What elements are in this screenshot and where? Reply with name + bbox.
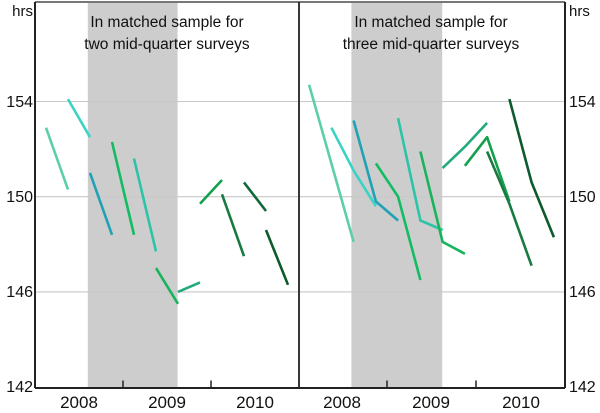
cohort-2010-Feb-line: [220, 193, 246, 257]
cohort-2009-Aug-line: [441, 122, 489, 170]
x-label-2010-right: 2010: [502, 393, 540, 412]
panel-left-two-surveys: [36, 3, 298, 387]
cohort-2010-Feb-line: [485, 150, 533, 267]
y-tick-label-150-left: 150: [6, 189, 33, 206]
cohort-2010-May-line: [508, 98, 556, 238]
x-label-2009-right: 2009: [412, 393, 450, 412]
cohort-2009-Feb-line: [396, 117, 444, 232]
cohort-2009-May-line: [154, 267, 180, 305]
cohort-2010-May-line: [242, 181, 268, 212]
y-tick-label-142-left: 142: [6, 379, 33, 396]
panel-left-title-line2: two mid-quarter surveys: [84, 36, 250, 53]
x-label-2009-left: 2009: [148, 393, 186, 412]
cohort-2008-Feb-line: [307, 84, 355, 243]
panel-right-title-line1: In matched sample for: [354, 14, 507, 31]
y-tick-label-150-right: 150: [569, 189, 596, 206]
cohort-2008-May-line: [330, 127, 378, 207]
y-tick-label-146-right: 146: [569, 284, 596, 301]
x-label-2008-right: 2008: [323, 393, 361, 412]
cohort-2009-Feb-line: [132, 158, 158, 252]
cohort-2009-Nov-line: [199, 179, 223, 205]
y-tick-label-146-left: 146: [6, 284, 33, 301]
cohort-2008-Aug-line: [88, 172, 114, 236]
panel-titles: In matched sample for two mid-quarter su…: [84, 14, 519, 53]
panel-right-three-surveys: [299, 3, 564, 387]
y-axis-right-labels: hrs 154 150 146 142: [569, 3, 596, 396]
y-tick-label-142-right: 142: [569, 379, 596, 396]
cohort-2009-Aug-line: [177, 281, 201, 294]
x-axis-labels: 2008 2009 2010 2008 2009 2010: [60, 393, 540, 412]
panel-right-title-line2: three mid-quarter surveys: [343, 36, 520, 53]
cohort-2010-Aug-line: [264, 229, 290, 286]
y-axis-unit-left: hrs: [12, 3, 33, 20]
cohort-2008-Nov-line: [374, 162, 422, 281]
cohort-2008-Nov-line: [110, 141, 136, 236]
cohort-2009-Nov-line: [463, 135, 511, 202]
cohort-2008-Aug-line: [352, 120, 399, 222]
y-axis-left-labels: hrs 154 150 146 142: [6, 3, 33, 396]
y-tick-label-154-right: 154: [569, 94, 596, 111]
y-axis-unit-right: hrs: [569, 3, 590, 20]
y-tick-label-154-left: 154: [6, 94, 33, 111]
cohort-2008-May-line: [66, 98, 92, 138]
cohort-2009-May-line: [419, 151, 466, 255]
recession-shading: [87, 3, 178, 387]
chart-frame: [34, 1, 566, 389]
cohort-2008-Feb-line: [44, 127, 70, 191]
x-label-2008-left: 2008: [60, 393, 98, 412]
panel-left-title-line1: In matched sample for: [90, 14, 243, 31]
x-label-2010-left: 2010: [236, 393, 274, 412]
